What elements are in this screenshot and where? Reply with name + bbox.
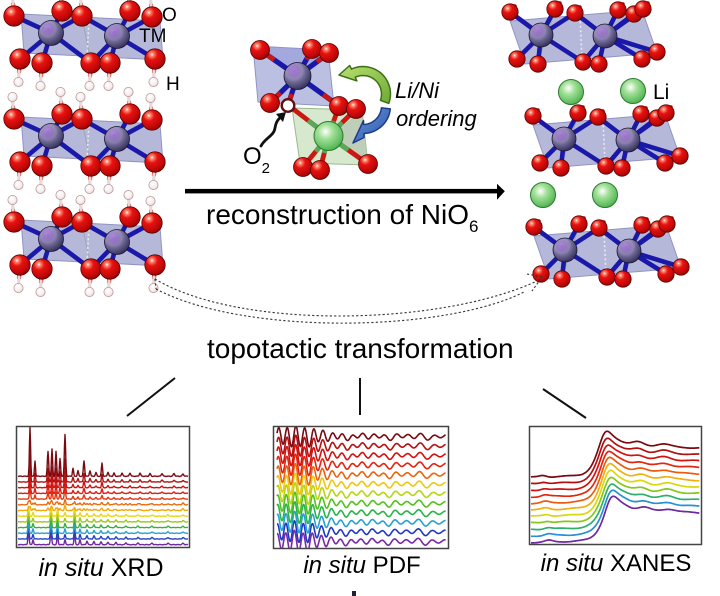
svg-text:in situ PDF: in situ PDF <box>303 552 420 579</box>
svg-text:topotactic transformation: topotactic transformation <box>207 333 514 364</box>
svg-text:O2: O2 <box>243 143 270 177</box>
svg-text:in situ XRD: in situ XRD <box>38 554 163 582</box>
svg-text:H: H <box>166 74 180 95</box>
svg-text:reconstruction of NiO6: reconstruction of NiO6 <box>206 199 478 236</box>
svg-text:TM: TM <box>139 26 166 47</box>
svg-text:ordering: ordering <box>396 106 477 131</box>
svg-text:Li/Ni: Li/Ni <box>395 78 440 103</box>
svg-text:O: O <box>162 5 177 26</box>
svg-text:in situ XANES: in situ XANES <box>541 550 692 577</box>
svg-text:Li: Li <box>653 81 669 104</box>
